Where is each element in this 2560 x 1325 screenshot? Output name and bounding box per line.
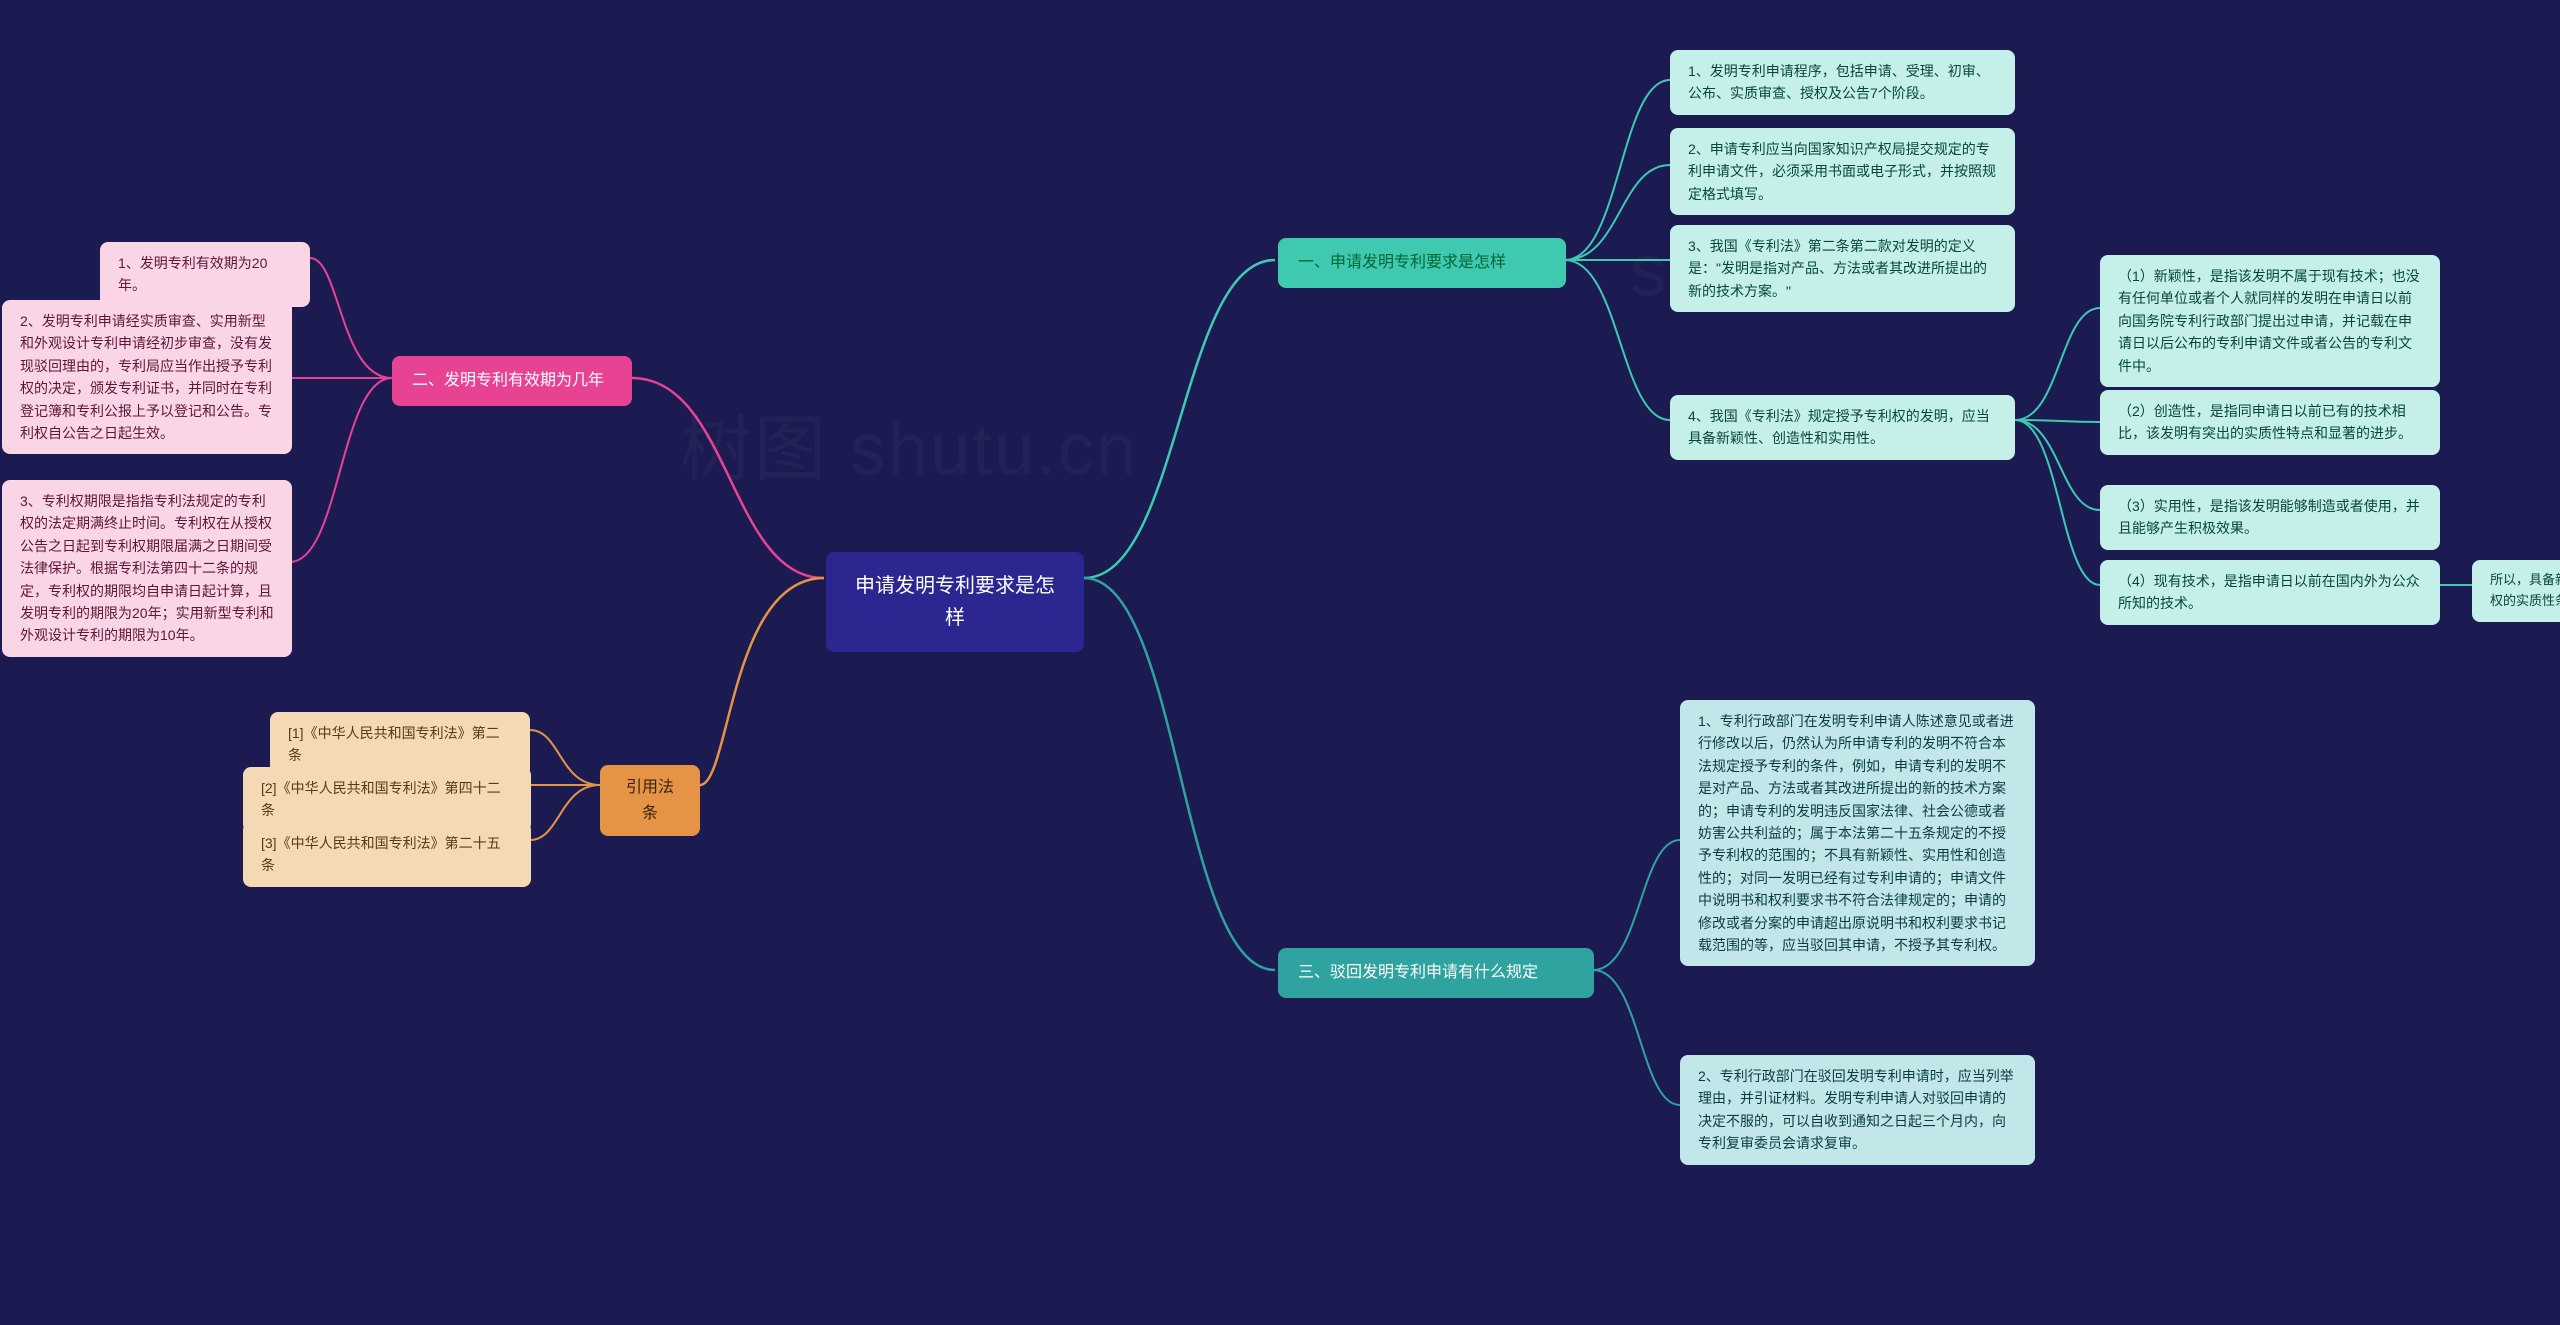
- branch1-sub4-item: （3）实用性，是指该发明能够制造或者使用，并且能够产生积极效果。: [2100, 485, 2440, 550]
- branch1-sub4-item: （4）现有技术，是指申请日以前在国内外为公众所知的技术。: [2100, 560, 2440, 625]
- root-node: 申请发明专利要求是怎样: [826, 552, 1084, 652]
- branch-1: 一、申请发明专利要求是怎样: [1278, 238, 1566, 288]
- connectors: [0, 0, 2560, 1325]
- watermark: 树图 shutu.cn: [680, 390, 1138, 495]
- branch3-item: 2、专利行政部门在驳回发明专利申请时，应当列举理由，并引证材料。发明专利申请人对…: [1680, 1055, 2035, 1165]
- branch2-item: 1、发明专利有效期为20年。: [100, 242, 310, 307]
- branch1-item: 3、我国《专利法》第二条第二款对发明的定义是："发明是指对产品、方法或者其改进所…: [1670, 225, 2015, 312]
- branch1-item: 4、我国《专利法》规定授予专利权的发明，应当具备新颖性、创造性和实用性。: [1670, 395, 2015, 460]
- cite-item: [3]《中华人民共和国专利法》第二十五条: [243, 822, 531, 887]
- branch1-sub4-item: （2）创造性，是指同申请日以前已有的技术相比，该发明有突出的实质性特点和显著的进…: [2100, 390, 2440, 455]
- branch-3: 三、驳回发明专利申请有什么规定: [1278, 948, 1594, 998]
- branch1-item: 2、申请专利应当向国家知识产权局提交规定的专利申请文件，必须采用书面或电子形式，…: [1670, 128, 2015, 215]
- branch-2: 二、发明专利有效期为几年: [392, 356, 632, 406]
- branch-cite: 引用法条: [600, 765, 700, 836]
- branch1-sub4-extra: 所以，具备新颖性、创造性和实用性是授予发明专利权的实质性条件。: [2472, 560, 2560, 622]
- branch1-item: 1、发明专利申请程序，包括申请、受理、初审、公布、实质审查、授权及公告7个阶段。: [1670, 50, 2015, 115]
- branch3-item: 1、专利行政部门在发明专利申请人陈述意见或者进行修改以后，仍然认为所申请专利的发…: [1680, 700, 2035, 966]
- branch2-item: 2、发明专利申请经实质审查、实用新型和外观设计专利申请经初步审查，没有发现驳回理…: [2, 300, 292, 454]
- branch2-item: 3、专利权期限是指指专利法规定的专利权的法定期满终止时间。专利权在从授权公告之日…: [2, 480, 292, 657]
- branch1-sub4-item: （1）新颖性，是指该发明不属于现有技术；也没有任何单位或者个人就同样的发明在申请…: [2100, 255, 2440, 387]
